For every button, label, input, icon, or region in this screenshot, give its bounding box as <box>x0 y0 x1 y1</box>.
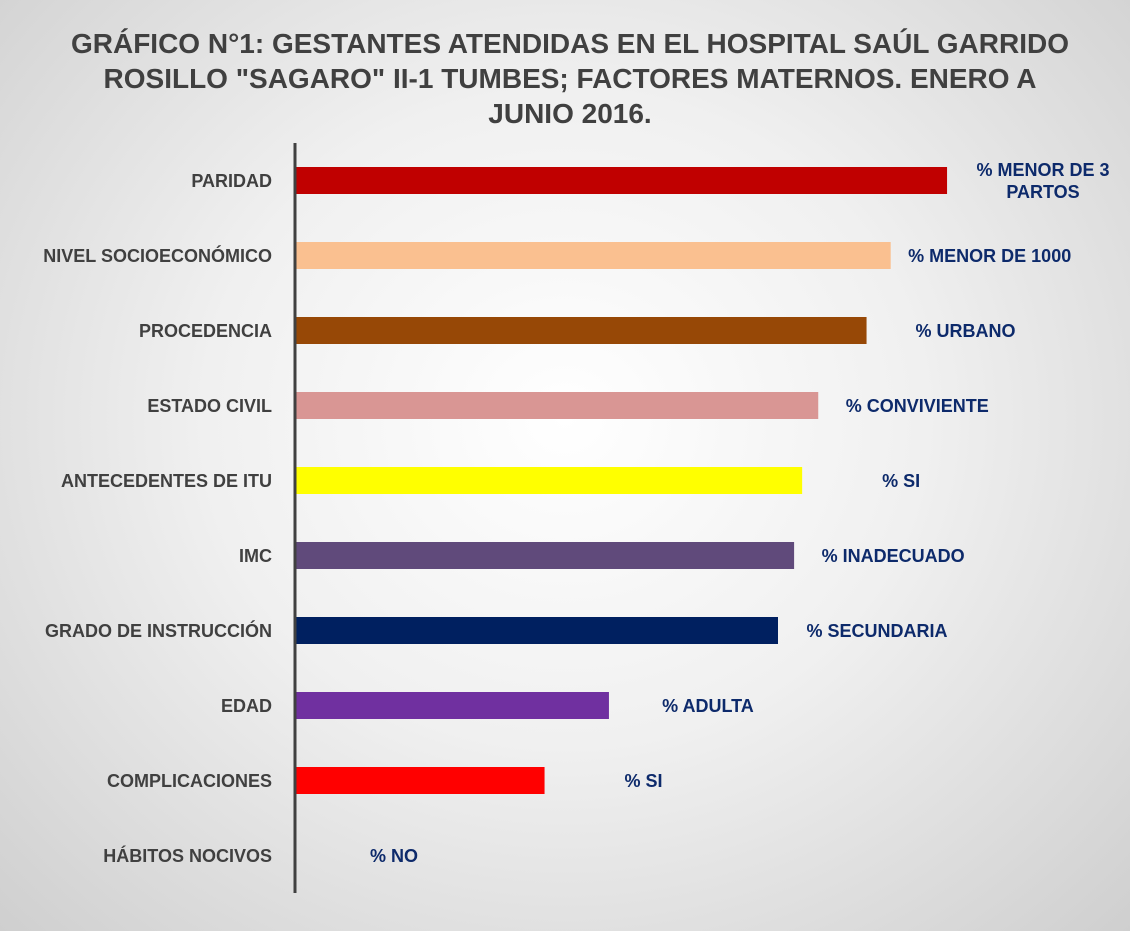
chart-title: GRÁFICO N°1: GESTANTES ATENDIDAS EN EL H… <box>70 28 1069 129</box>
category-label: GRADO DE INSTRUCCIÓN <box>44 620 272 641</box>
category-label: IMC <box>239 545 272 566</box>
bar-label: % MENOR DE 3 PARTOS <box>976 159 1110 202</box>
category-label: PARIDAD <box>191 170 272 191</box>
bar-label: % SI <box>624 770 663 791</box>
bar-label: % SI <box>882 470 921 491</box>
bar-label: % NO <box>369 845 418 866</box>
bar <box>295 317 867 344</box>
bar-label: % INADECUADO <box>821 545 965 566</box>
bar <box>295 467 803 494</box>
bar-label: % MENOR DE 1000 <box>908 245 1072 266</box>
bar <box>295 167 948 194</box>
category-label: COMPLICACIONES <box>106 770 272 791</box>
bar <box>295 767 545 794</box>
bar <box>295 542 795 569</box>
bar-label: % SECUNDARIA <box>806 620 948 641</box>
category-label: ANTECEDENTES DE ITU <box>60 470 272 491</box>
category-label: NIVEL SOCIOECONÓMICO <box>43 245 272 266</box>
bar <box>295 392 819 419</box>
bar-label: % CONVIVIENTE <box>845 395 989 416</box>
bar-label: % ADULTA <box>662 695 754 716</box>
bar <box>295 617 778 644</box>
category-label: ESTADO CIVIL <box>147 395 272 416</box>
category-label: PROCEDENCIA <box>138 320 272 341</box>
bar <box>295 242 891 269</box>
category-label: EDAD <box>220 695 272 716</box>
bar-label: % URBANO <box>915 320 1016 341</box>
category-label: HÁBITOS NOCIVOS <box>103 845 272 866</box>
bar <box>295 692 609 719</box>
